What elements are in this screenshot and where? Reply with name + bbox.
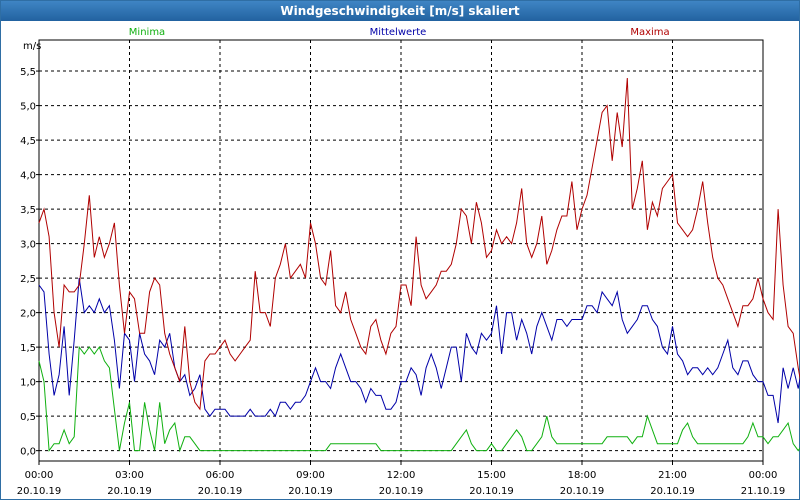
- x-tick-date: 20.10.19: [198, 486, 243, 497]
- x-tick-time: 00:00: [749, 470, 778, 481]
- x-tick-time: 09:00: [296, 470, 325, 481]
- series-line-minima: [38, 345, 800, 453]
- x-tick-date: 20.10.19: [379, 486, 424, 497]
- x-tick-date: 20.10.19: [560, 486, 605, 497]
- y-tick-label: 1,0: [20, 378, 36, 389]
- y-tick-label: 5,5: [20, 67, 36, 78]
- x-tick-time: 15:00: [477, 470, 506, 481]
- x-tick-time: 21:00: [658, 470, 687, 481]
- x-tick-time: 00:00: [25, 470, 54, 481]
- x-tick-time: 03:00: [115, 470, 144, 481]
- x-tick-date: 20.10.19: [469, 486, 514, 497]
- y-axis-unit-label: m/s: [23, 41, 41, 52]
- y-tick-label: 3,0: [20, 240, 36, 251]
- x-tick-date: 21.10.19: [741, 486, 786, 497]
- y-tick-label: 4,5: [20, 136, 36, 147]
- series-lines: [38, 77, 800, 453]
- x-tick-date: 20.10.19: [288, 486, 333, 497]
- y-tick-label: 2,0: [20, 309, 36, 320]
- x-tick-time: 06:00: [206, 470, 235, 481]
- legend-item-mittelwerte: Mittelwerte: [370, 27, 427, 38]
- x-tick-date: 20.10.19: [650, 486, 695, 497]
- x-tick-date: 20.10.19: [107, 486, 152, 497]
- x-axis: 00:00 20.10.19 03:00 20.10.19 06:00 20.10.19 0…: [17, 461, 786, 497]
- legend-item-minima: Minima: [129, 27, 165, 38]
- x-tick-date: 20.10.19: [17, 486, 62, 497]
- series-line-mittelwerte: [38, 278, 800, 424]
- series-line-maxima: [38, 77, 800, 411]
- legend-item-maxima: Maxima: [630, 27, 669, 38]
- y-axis: 0,0 0,5 1,0 1,5 2,0 2,5 3,0 3,5 4,0 4,5 5,0 5,5: [20, 67, 39, 458]
- y-tick-label: 2,5: [20, 274, 36, 285]
- x-tick-time: 18:00: [568, 470, 597, 481]
- y-tick-label: 0,5: [20, 412, 36, 423]
- y-tick-label: 1,5: [20, 343, 36, 354]
- y-tick-label: 0,0: [20, 447, 36, 458]
- y-tick-label: 4,0: [20, 171, 36, 182]
- y-tick-label: 3,5: [20, 205, 36, 216]
- y-tick-label: 5,0: [20, 102, 36, 113]
- x-tick-time: 12:00: [387, 470, 416, 481]
- grid-lines: [39, 40, 763, 461]
- legend: Minima Mittelwerte Maxima: [129, 27, 670, 38]
- window-title: Windgeschwindigkeit [m/s] skaliert: [1, 1, 799, 21]
